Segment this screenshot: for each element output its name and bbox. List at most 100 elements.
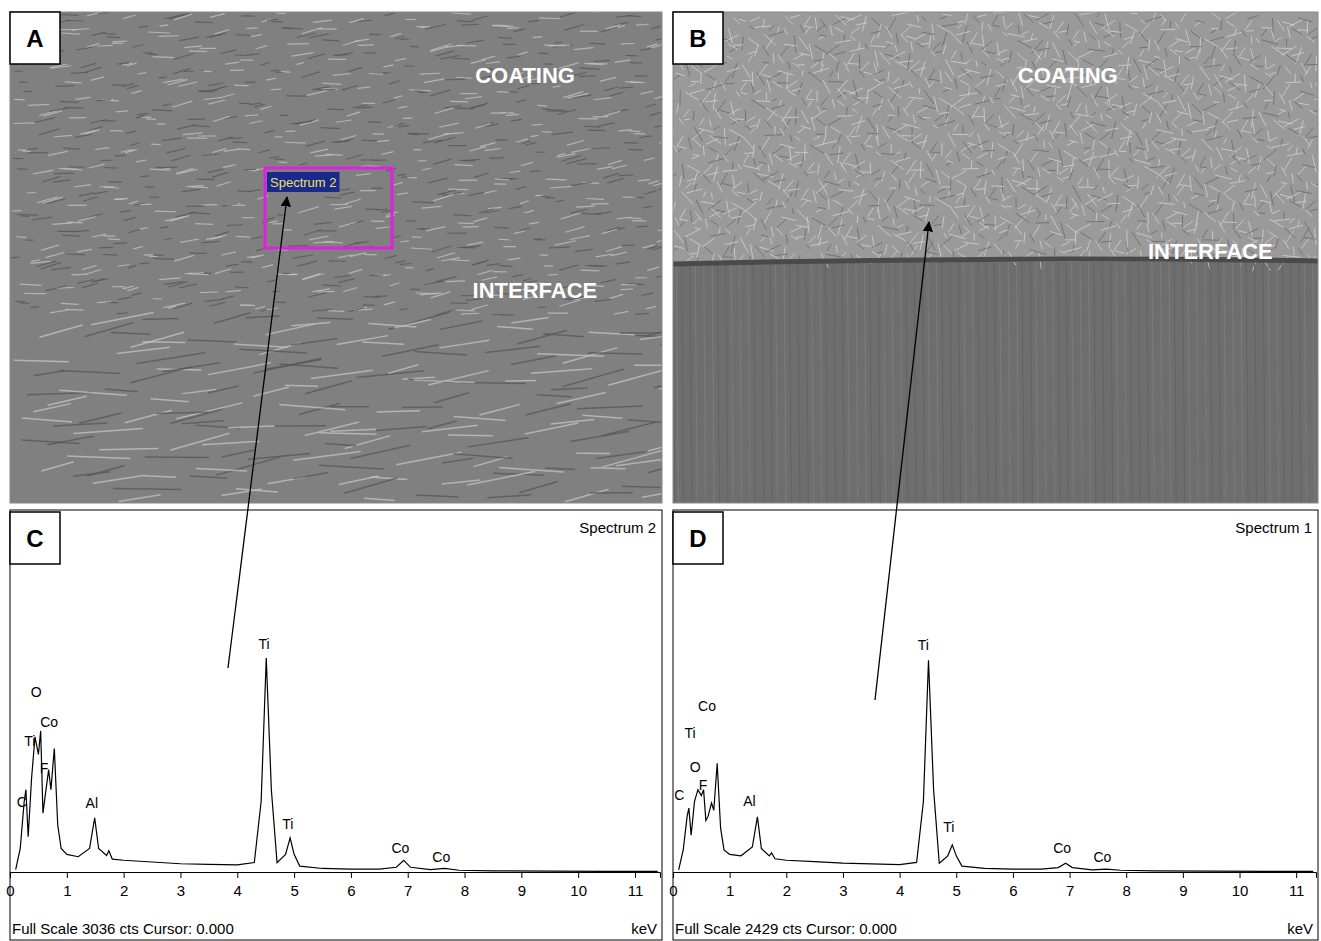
texture xyxy=(371,221,385,222)
texture xyxy=(142,341,185,343)
texture xyxy=(954,106,965,115)
texture xyxy=(64,107,83,109)
texture xyxy=(760,191,763,201)
texture xyxy=(277,12,286,14)
texture xyxy=(954,244,968,251)
texture xyxy=(285,385,318,386)
texture xyxy=(923,117,931,118)
texture xyxy=(63,148,79,150)
texture xyxy=(473,218,487,222)
texture xyxy=(335,206,352,209)
texture xyxy=(227,224,243,226)
texture xyxy=(1230,168,1237,172)
texture xyxy=(1222,121,1230,130)
texture xyxy=(471,103,488,108)
texture xyxy=(197,178,215,180)
texture xyxy=(748,55,752,61)
texture xyxy=(251,34,262,36)
texture xyxy=(129,201,138,204)
texture xyxy=(395,58,407,60)
texture xyxy=(628,420,662,424)
texture xyxy=(186,206,205,207)
texture xyxy=(382,152,394,155)
texture xyxy=(402,406,442,408)
texture xyxy=(1037,48,1050,50)
texture xyxy=(281,71,290,73)
texture xyxy=(220,296,234,300)
texture xyxy=(607,178,623,183)
texture xyxy=(558,110,577,115)
texture xyxy=(426,269,434,271)
texture xyxy=(850,199,859,208)
texture xyxy=(837,91,848,98)
texture xyxy=(905,99,914,110)
texture xyxy=(49,108,69,111)
texture xyxy=(1022,38,1037,42)
texture xyxy=(1077,187,1094,188)
texture xyxy=(606,247,622,252)
texture xyxy=(133,44,144,47)
texture xyxy=(1057,161,1058,173)
texture xyxy=(620,87,634,89)
texture xyxy=(1024,14,1034,23)
texture xyxy=(347,112,361,116)
texture xyxy=(644,191,657,194)
texture xyxy=(807,99,815,100)
texture xyxy=(757,118,761,128)
texture xyxy=(396,452,461,465)
texture xyxy=(901,25,912,35)
texture xyxy=(209,83,223,86)
texture xyxy=(1314,110,1318,112)
texture xyxy=(301,72,320,78)
texture xyxy=(210,14,225,18)
texture xyxy=(143,52,153,53)
texture xyxy=(292,53,314,56)
texture xyxy=(589,63,607,64)
texture xyxy=(494,183,506,184)
texture xyxy=(805,26,814,27)
texture xyxy=(362,342,404,344)
texture xyxy=(219,94,234,98)
texture xyxy=(976,61,977,68)
texture xyxy=(547,110,568,111)
texture xyxy=(404,65,414,66)
texture xyxy=(1211,158,1212,168)
texture xyxy=(832,99,835,108)
texture xyxy=(865,135,872,144)
texture xyxy=(118,297,131,299)
texture xyxy=(130,367,191,383)
texture xyxy=(1109,233,1111,248)
texture xyxy=(884,199,891,212)
texture xyxy=(325,443,357,445)
texture xyxy=(615,22,628,25)
texture xyxy=(475,124,490,129)
texture xyxy=(330,204,347,206)
texture xyxy=(622,486,661,487)
texture xyxy=(400,39,410,40)
texture xyxy=(1241,120,1248,132)
texture xyxy=(1137,177,1138,189)
texture xyxy=(608,160,622,164)
texture xyxy=(1185,48,1195,53)
texture xyxy=(883,227,899,230)
texture xyxy=(951,61,968,64)
texture xyxy=(633,133,645,134)
texture xyxy=(1149,131,1161,143)
texture xyxy=(213,86,227,90)
texture xyxy=(1274,219,1290,221)
texture xyxy=(1171,94,1172,100)
texture xyxy=(1117,78,1125,80)
texture xyxy=(1034,134,1038,141)
texture xyxy=(952,171,966,179)
texture xyxy=(503,246,516,247)
texture xyxy=(13,158,23,159)
texture xyxy=(965,70,980,74)
texture xyxy=(1207,112,1219,119)
texture xyxy=(995,88,1000,97)
texture xyxy=(118,265,129,266)
texture xyxy=(82,283,99,288)
texture xyxy=(737,192,745,194)
texture xyxy=(1136,233,1152,238)
texture xyxy=(546,179,567,181)
texture xyxy=(1245,21,1252,30)
